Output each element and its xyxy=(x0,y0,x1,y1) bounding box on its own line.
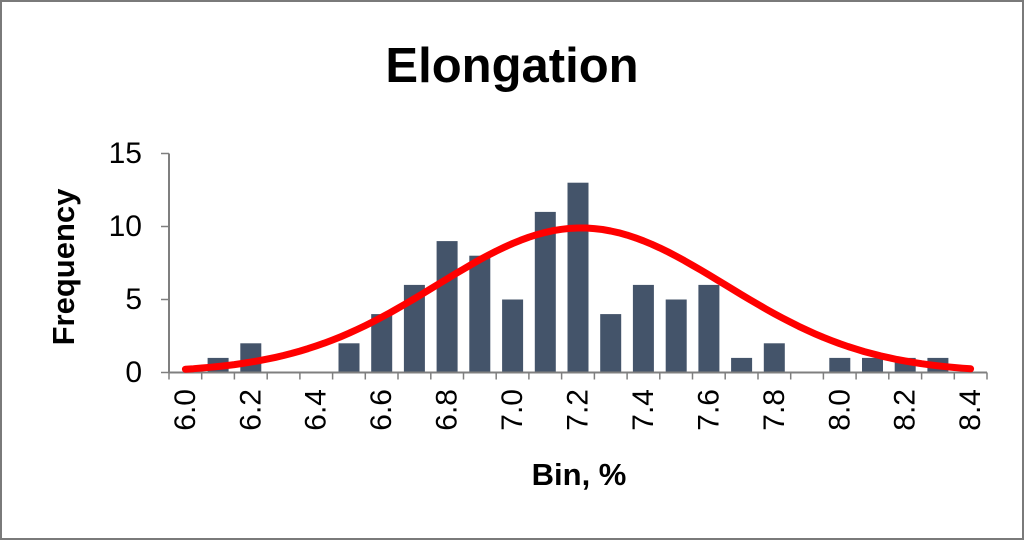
histogram-bar xyxy=(731,357,753,373)
y-tick-label: 5 xyxy=(125,283,142,316)
histogram-bar xyxy=(371,314,393,373)
histogram-bar xyxy=(632,284,654,373)
chart-title: Elongation xyxy=(385,39,639,93)
histogram-bar xyxy=(502,299,524,373)
x-tick-label: 6.0 xyxy=(169,389,202,431)
histogram-bar xyxy=(829,357,851,373)
x-tick-label: 6.6 xyxy=(365,389,398,431)
x-tick-label: 8.2 xyxy=(889,389,922,431)
x-tick-label: 8.0 xyxy=(823,389,856,431)
x-tick-label: 6.2 xyxy=(234,389,267,431)
x-tick-label: 6.4 xyxy=(300,389,333,431)
x-tick-label: 7.6 xyxy=(692,389,725,431)
y-tick-label: 10 xyxy=(109,210,142,243)
normal-curve xyxy=(181,224,975,373)
histogram-bar xyxy=(665,299,687,373)
x-axis-title: Bin, % xyxy=(531,457,627,492)
histogram-bar xyxy=(403,284,425,373)
histogram-bar xyxy=(338,343,360,373)
x-tick-label: 7.0 xyxy=(496,389,529,431)
y-tick-label: 0 xyxy=(125,356,142,389)
x-tick-label: 7.8 xyxy=(758,389,791,431)
x-tick-label: 7.2 xyxy=(562,389,595,431)
histogram-bar xyxy=(534,211,556,373)
histogram-bar xyxy=(862,357,883,373)
histogram-bar xyxy=(600,314,622,373)
histogram-bar xyxy=(698,284,720,373)
histogram-bar xyxy=(763,343,785,373)
histogram-bar xyxy=(469,255,491,373)
histogram-bar xyxy=(567,182,589,373)
x-tick-label: 6.8 xyxy=(431,389,464,431)
x-tick-label: 7.4 xyxy=(627,389,660,431)
x-tick-label: 8.4 xyxy=(954,389,987,431)
histogram-bar xyxy=(436,241,458,373)
y-tick-label: 15 xyxy=(109,137,142,170)
